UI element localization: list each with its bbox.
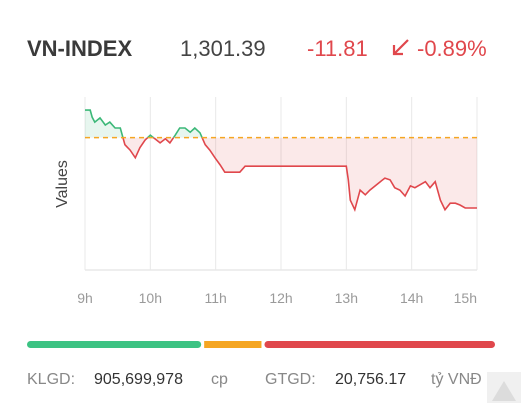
volume: 905,699,978 — [94, 371, 183, 388]
x-tick-label: 10h — [139, 290, 162, 306]
volume-unit: cp — [211, 371, 228, 388]
breadth-segment — [264, 341, 495, 348]
x-tick-label: 13h — [335, 290, 358, 306]
value-label: GTGD: — [265, 371, 316, 388]
plot: 9h 10h 11h 12h 13h 14h 15h — [77, 97, 478, 306]
x-tick-label: 9h — [77, 290, 93, 306]
volume-label: KLGD: — [27, 371, 75, 388]
area-up — [85, 110, 203, 138]
area-down — [85, 137, 477, 210]
x-tick-label: 14h — [400, 290, 423, 306]
scroll-top-button[interactable] — [487, 372, 521, 403]
y-axis-label: Values — [54, 160, 71, 208]
x-tick-label: 15h — [454, 290, 477, 306]
symbol: VN-INDEX — [27, 36, 132, 61]
breadth-segment — [204, 341, 262, 348]
line-down — [122, 137, 477, 213]
value-unit: tỷ VNĐ — [431, 371, 482, 388]
change: -11.81 — [307, 36, 368, 61]
change-percent: -0.89% — [417, 36, 487, 61]
x-tick-label: 11h — [205, 290, 227, 306]
down-arrow — [392, 39, 409, 56]
value: 20,756.17 — [335, 371, 406, 388]
breadth-bar — [27, 341, 495, 348]
breadth-segment — [27, 341, 202, 348]
price: 1,301.39 — [180, 36, 266, 61]
x-tick-label: 12h — [269, 290, 292, 306]
button-icon[interactable] — [492, 381, 516, 401]
